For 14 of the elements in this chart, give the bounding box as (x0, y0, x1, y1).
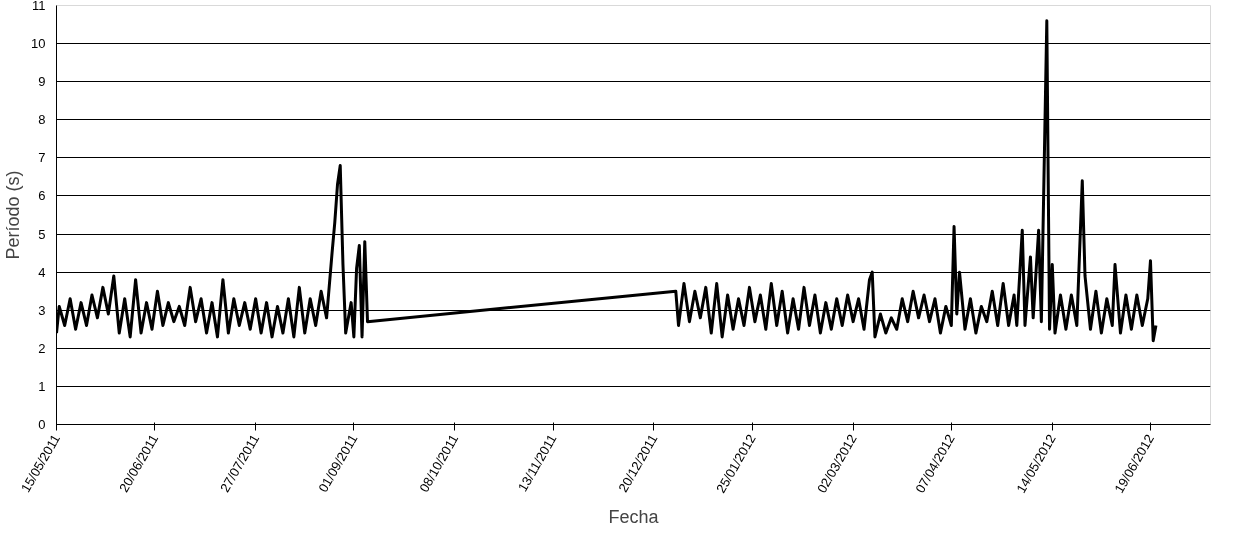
y-tick-label: 11 (32, 0, 46, 13)
y-tick-label: 9 (38, 74, 46, 90)
y-tick-label: 4 (38, 264, 46, 280)
y-tick-label: 0 (38, 417, 46, 432)
y-tick-label: 1 (38, 378, 46, 394)
x-axis-title: Fecha (608, 507, 660, 528)
y-tick-label: 7 (38, 150, 46, 166)
y-tick-label: 2 (38, 340, 46, 356)
y-tick-label: 10 (31, 36, 46, 52)
y-tick-label: 3 (38, 302, 46, 318)
y-tick-label: 5 (38, 226, 46, 242)
y-tick-label: 6 (38, 188, 46, 204)
y-tick-label: 8 (38, 112, 46, 128)
y-axis-title: Período (s) (3, 170, 24, 260)
